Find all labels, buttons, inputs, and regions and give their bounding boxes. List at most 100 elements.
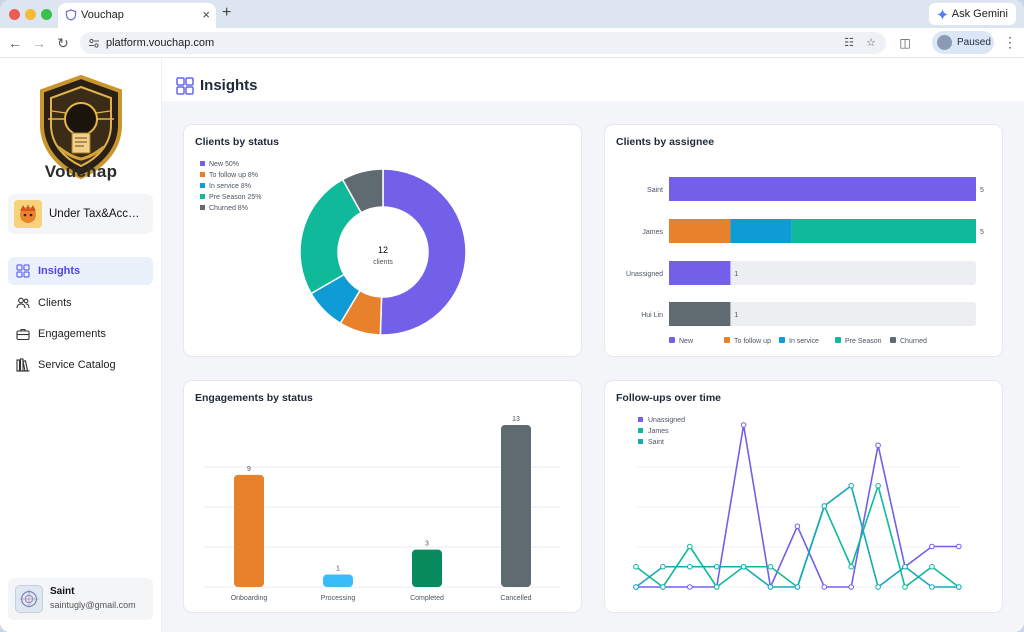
category-label: Unassigned xyxy=(626,271,663,278)
translate-icon[interactable]: ☷ xyxy=(844,37,854,49)
clients-by-status-card: Clients by status New 50% To follow up 8%… xyxy=(183,124,582,357)
organization-name: Under Tax&Accounting xyxy=(49,208,145,220)
sidebar: Vouchap Under Tax&Accounting Insights Cl… xyxy=(0,59,162,632)
gemini-sparkle-icon xyxy=(936,8,948,20)
briefcase-icon xyxy=(16,328,30,341)
legend-label: In service xyxy=(789,338,819,345)
page-title: Insights xyxy=(200,77,258,94)
forward-arrow-icon[interactable]: → xyxy=(32,35,46,51)
legend-swatch xyxy=(669,337,675,343)
minimize-window-button[interactable] xyxy=(25,9,36,20)
site-settings-icon[interactable] xyxy=(88,37,100,49)
legend-label: Churned 8% xyxy=(209,205,248,212)
bar-value-label: 3 xyxy=(425,541,429,548)
donut-slice xyxy=(299,178,363,295)
sidebar-item-engagements[interactable]: Engagements xyxy=(8,320,153,348)
legend-swatch xyxy=(200,194,205,199)
vouchap-logo xyxy=(40,74,122,180)
series-point xyxy=(660,563,666,570)
legend-label: Churned xyxy=(900,338,927,345)
card-title: Clients by status xyxy=(195,136,280,148)
close-tab-icon[interactable]: × xyxy=(202,7,210,22)
back-arrow-icon[interactable]: ← xyxy=(8,35,22,51)
bar xyxy=(501,425,531,587)
side-panel-icon[interactable]: ◫ xyxy=(899,36,911,50)
series-point xyxy=(848,482,854,489)
sidebar-item-clients[interactable]: Clients xyxy=(8,289,153,317)
maximize-window-button[interactable] xyxy=(41,9,52,20)
series-point xyxy=(848,584,854,590)
bar-total-label: 1 xyxy=(734,271,738,278)
legend-label: In service 8% xyxy=(209,183,251,190)
series-point xyxy=(875,482,881,489)
sidebar-item-label: Insights xyxy=(38,265,81,277)
reload-icon[interactable]: ↻ xyxy=(57,35,69,51)
series-point xyxy=(902,584,908,590)
bar-segment xyxy=(669,302,731,326)
shield-favicon-icon xyxy=(65,9,77,21)
series-point xyxy=(687,584,693,590)
series-line xyxy=(635,484,959,589)
series-point xyxy=(767,563,774,570)
card-title: Follow-ups over time xyxy=(616,392,722,404)
series-point xyxy=(929,563,935,570)
bar-value-label: 9 xyxy=(247,466,251,473)
series-point xyxy=(713,563,720,570)
organization-switcher[interactable]: Under Tax&Accounting xyxy=(8,194,153,234)
app: Vouchap Under Tax&Accounting Insights Cl… xyxy=(0,59,1024,632)
grid-icon xyxy=(16,264,30,278)
ask-gemini-button[interactable]: Ask Gemini xyxy=(928,3,1016,25)
legend-swatch xyxy=(638,428,643,433)
follow-ups-over-time-chart: Unassigned James Saint xyxy=(633,417,962,590)
category-label: Hui Lin xyxy=(641,312,663,319)
donut-slice xyxy=(341,168,384,214)
clients-by-assignee-card: Clients by assignee Saint 5 James 5 Unassign… xyxy=(604,124,1003,357)
bookmark-star-icon[interactable]: ☆ xyxy=(866,37,876,49)
series-point xyxy=(821,503,828,509)
sidebar-item-service-catalog[interactable]: Service Catalog xyxy=(8,351,153,379)
bar-total-label: 5 xyxy=(980,229,984,236)
bar-segment xyxy=(730,219,792,243)
tab-title: Vouchap xyxy=(81,9,124,21)
user-name: Saint xyxy=(50,586,75,597)
legend-label: Pre Season xyxy=(845,338,882,345)
browser-menu-icon[interactable]: ⋮ xyxy=(1003,34,1017,50)
url-text: platform.vouchap.com xyxy=(106,37,215,49)
bar-segment xyxy=(669,219,731,243)
library-icon xyxy=(16,358,30,372)
user-profile-card[interactable]: Saint saintugly@gmail.com xyxy=(8,578,153,620)
legend-swatch xyxy=(200,205,205,210)
series-point xyxy=(633,584,639,590)
series-point xyxy=(740,422,747,428)
series-point xyxy=(687,543,693,550)
legend-label: New 50% xyxy=(209,161,239,168)
series-point xyxy=(929,584,935,590)
browser-tab[interactable]: Vouchap × xyxy=(58,3,216,28)
legend-swatch xyxy=(724,337,730,343)
close-window-button[interactable] xyxy=(9,9,20,20)
bar-value-label: 1 xyxy=(336,566,340,573)
user-email: saintugly@gmail.com xyxy=(50,600,136,610)
tab-bar: Vouchap × + Ask Gemini xyxy=(0,0,1024,28)
address-bar[interactable]: platform.vouchap.com ☷ ☆ xyxy=(80,32,886,54)
follow-ups-over-time-card: Follow-ups over time Unassigned James Sain… xyxy=(604,380,1003,613)
new-tab-icon[interactable]: + xyxy=(222,4,232,21)
bar-total-label: 1 xyxy=(734,312,738,319)
grid-icon xyxy=(176,77,194,95)
profile-button[interactable]: Paused xyxy=(932,31,994,54)
bar-total-label: 5 xyxy=(980,187,984,194)
category-label: Processing xyxy=(321,595,356,602)
legend-swatch xyxy=(835,337,841,343)
legend-swatch xyxy=(638,417,643,422)
donut-center-value: 12 xyxy=(378,245,388,255)
bar-track xyxy=(669,302,976,326)
sidebar-item-label: Engagements xyxy=(38,328,106,340)
legend-label: Saint xyxy=(648,439,664,446)
series-point xyxy=(956,543,962,550)
sidebar-item-insights[interactable]: Insights xyxy=(8,257,153,285)
legend-label: New xyxy=(679,338,694,345)
series-point xyxy=(821,584,828,590)
bar-segment xyxy=(669,177,976,201)
legend-swatch xyxy=(890,337,896,343)
